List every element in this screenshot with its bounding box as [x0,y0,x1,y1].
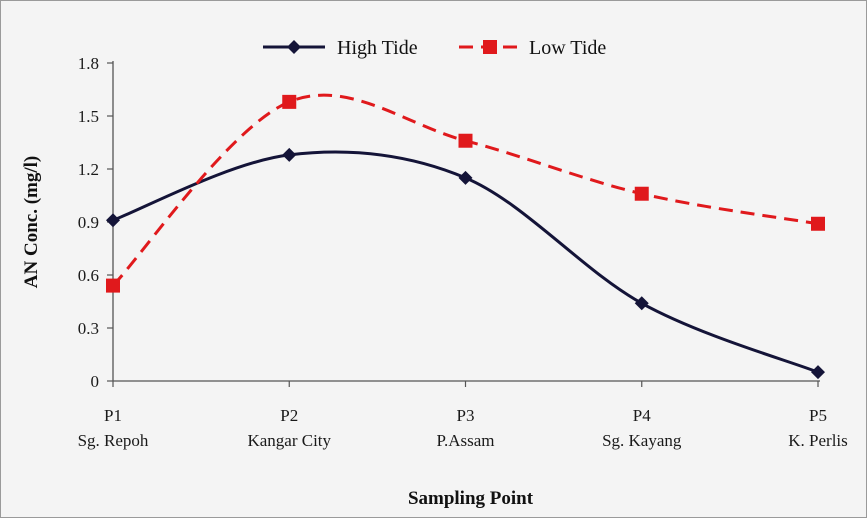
data-point-low-tide [634,186,649,201]
x-tick-label-code: P5 [809,406,827,425]
x-tick-label-code: P2 [280,406,298,425]
legend: High Tide Low Tide [263,37,606,59]
x-tick-label-name: Kangar City [247,431,331,450]
x-ticks: P1 Sg. Repoh P2 Kangar City P3 P.Assam P4 Sg. K… [78,381,848,450]
series-layer [106,93,825,380]
x-tick-label-name: K. Perlis [788,431,848,450]
x-tick-label-name: Sg. Kayang [602,431,682,450]
legend-item-low-tide: Low Tide [459,37,606,59]
x-tick-label-code: P4 [633,406,651,425]
series-line-high-tide [112,150,819,374]
x-axis-title: Sampling Point [408,488,534,509]
data-point-low-tide [106,278,120,293]
legend-marker-low-tide [483,40,497,54]
data-point-low-tide [811,216,825,231]
legend-label-high-tide: High Tide [337,37,418,59]
data-point-high-tide [282,147,297,162]
y-tick-label: 0.3 [78,319,99,338]
y-tick-label: 1.8 [78,54,99,73]
y-tick-label: 1.5 [78,107,99,126]
x-tick-label-code: P1 [104,406,122,425]
y-axis-title: AN Conc. (mg/l) [21,156,42,288]
data-point-low-tide [458,133,473,148]
legend-label-low-tide: Low Tide [529,37,606,59]
y-ticks: 0 0.3 0.6 0.9 1.2 1.5 1.8 [78,54,113,391]
data-point-high-tide [106,213,120,228]
legend-marker-high-tide [287,40,301,54]
x-tick-label-name: Sg. Repoh [78,431,149,450]
y-tick-label: 0.6 [78,266,99,285]
y-tick-label: 1.2 [78,160,99,179]
y-tick-label: 0 [91,372,100,391]
data-point-high-tide [458,170,473,185]
x-tick-label-name: P.Assam [436,431,494,450]
x-tick-label-code: P3 [457,406,475,425]
series-low-tide [106,93,825,293]
series-line-low-tide [111,93,819,287]
legend-item-high-tide: High Tide [263,37,418,59]
series-high-tide [106,147,825,380]
data-point-low-tide [282,94,297,109]
data-point-high-tide [811,365,825,380]
y-tick-label: 0.9 [78,213,99,232]
data-point-high-tide [634,296,649,311]
